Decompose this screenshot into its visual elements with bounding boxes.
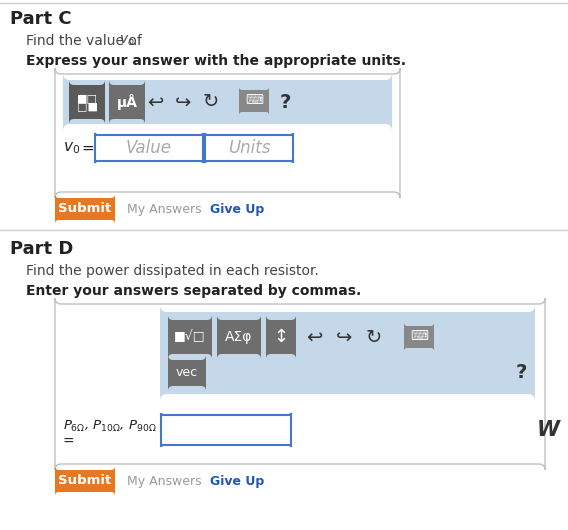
Text: Submit: Submit [59,202,112,216]
Text: Enter your answers separated by commas.: Enter your answers separated by commas. [26,284,361,298]
FancyBboxPatch shape [205,133,293,163]
Text: vec: vec [176,367,198,379]
Text: W: W [537,420,559,440]
FancyBboxPatch shape [168,315,212,359]
Text: ⌨: ⌨ [245,94,263,108]
FancyBboxPatch shape [109,80,145,124]
FancyBboxPatch shape [95,133,203,163]
FancyBboxPatch shape [55,298,545,470]
Text: ↻: ↻ [203,93,219,111]
Text: ↻: ↻ [366,328,382,347]
Text: ↪: ↪ [175,93,191,111]
Text: My Answers: My Answers [127,474,202,488]
Text: ⌨: ⌨ [410,331,428,343]
Text: =: = [63,435,74,449]
Text: ΑΣφ: ΑΣφ [225,330,253,344]
Text: ↪: ↪ [336,328,352,347]
Text: Find the power dissipated in each resistor.: Find the power dissipated in each resist… [26,264,319,278]
Text: ?: ? [279,93,291,111]
FancyBboxPatch shape [217,315,261,359]
Text: Value: Value [126,139,172,157]
FancyBboxPatch shape [55,194,115,224]
Text: Part C: Part C [10,10,72,28]
Text: ■□
□■: ■□ □■ [77,93,98,111]
Text: ↩: ↩ [306,328,322,347]
Text: Give Up: Give Up [210,202,264,216]
FancyBboxPatch shape [404,323,434,351]
Text: ↩: ↩ [147,93,163,111]
FancyBboxPatch shape [168,355,206,391]
Text: Part D: Part D [10,240,73,258]
Text: ■√□: ■√□ [174,331,206,343]
FancyBboxPatch shape [63,73,392,131]
Text: Find the value of: Find the value of [26,34,146,48]
Text: ?: ? [515,364,527,383]
Text: Give Up: Give Up [210,474,264,488]
Text: My Answers: My Answers [127,202,202,216]
FancyBboxPatch shape [160,305,535,401]
FancyBboxPatch shape [69,80,105,124]
FancyBboxPatch shape [55,466,115,496]
Text: .: . [133,34,137,48]
FancyBboxPatch shape [161,413,291,447]
Text: $v_o$: $v_o$ [119,34,135,48]
Text: Express your answer with the appropriate units.: Express your answer with the appropriate… [26,54,406,68]
Text: =: = [81,140,94,155]
Text: ↕: ↕ [273,328,289,346]
Text: Units: Units [228,139,270,157]
Text: μÅ: μÅ [116,94,137,110]
FancyBboxPatch shape [55,68,400,198]
Text: Submit: Submit [59,474,112,488]
Text: $v_\mathrm{0}$: $v_\mathrm{0}$ [63,140,80,156]
Text: $P_{6\Omega}$, $P_{10\Omega}$, $P_{90\Omega}$: $P_{6\Omega}$, $P_{10\Omega}$, $P_{90\Om… [63,419,157,434]
FancyBboxPatch shape [266,315,296,359]
FancyBboxPatch shape [239,87,269,115]
